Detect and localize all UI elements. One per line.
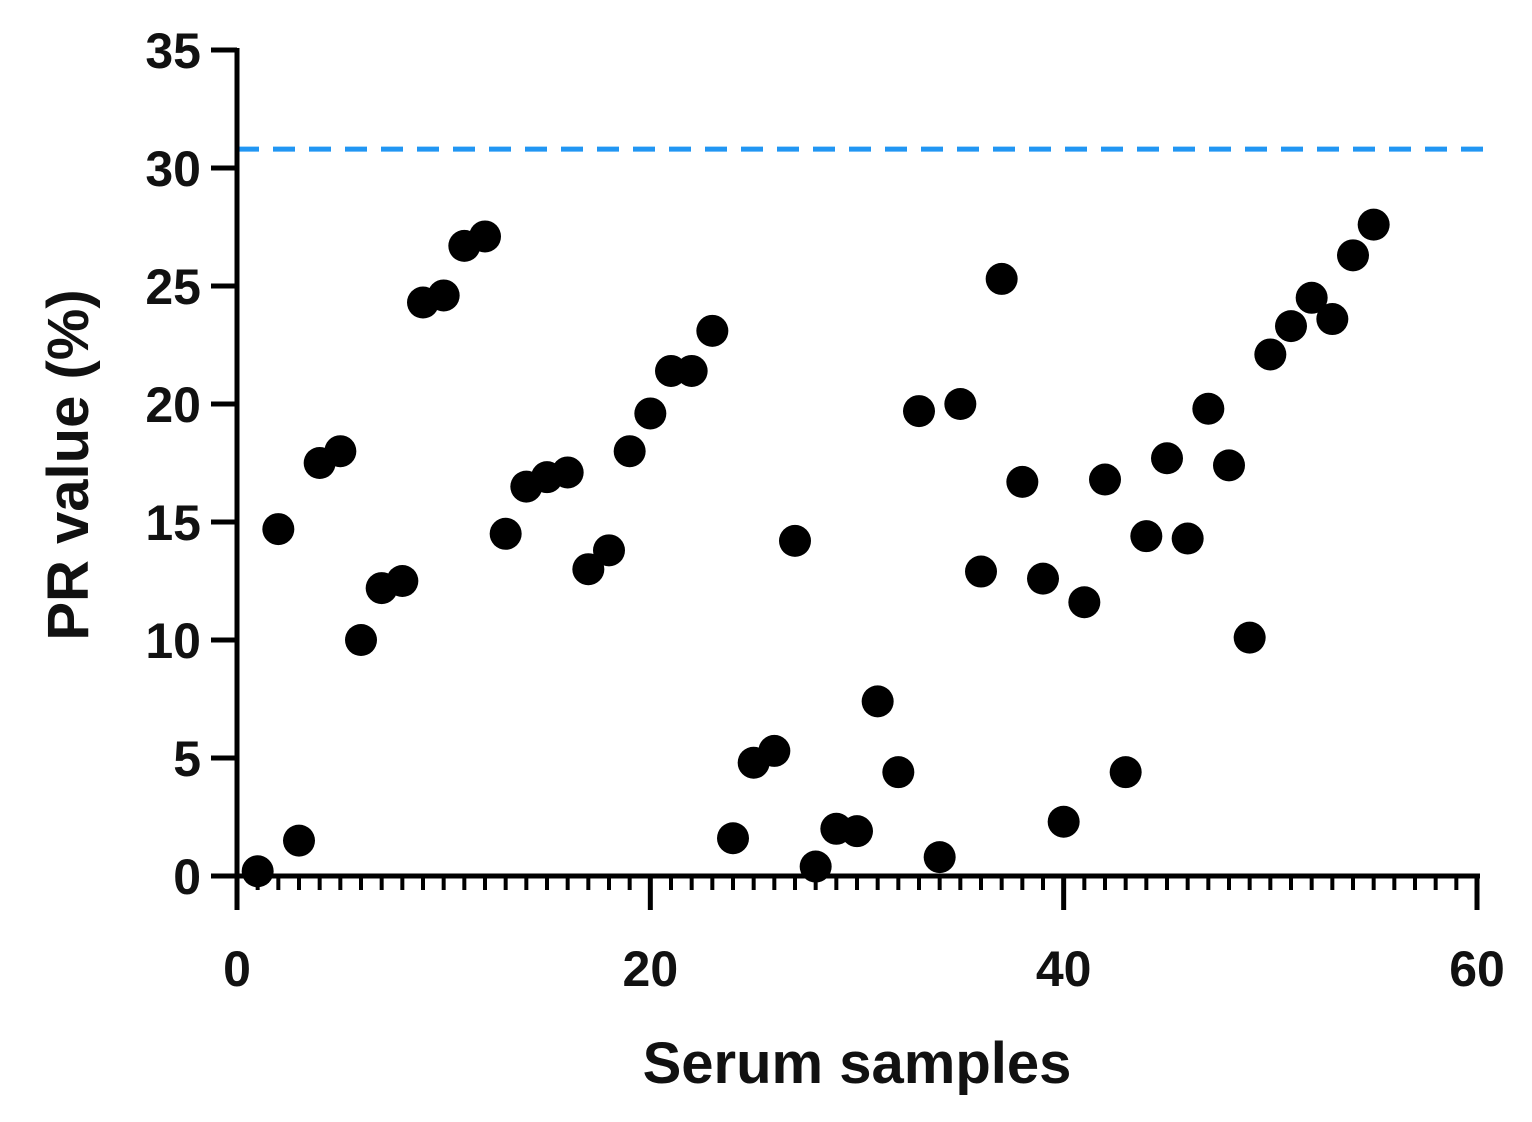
- data-point-0-53: [1337, 239, 1369, 272]
- data-point-0-5: [345, 624, 377, 656]
- y-tick-label-2: 10: [145, 613, 201, 669]
- x-axis-title: Serum samples: [643, 1031, 1072, 1096]
- data-point-0-54: [1357, 208, 1390, 241]
- y-tick-label-3: 15: [145, 495, 201, 551]
- y-tick-label-6: 30: [145, 141, 201, 197]
- data-point-0-50: [1275, 310, 1307, 343]
- data-point-0-19: [634, 397, 667, 430]
- data-point-0-2: [283, 824, 315, 857]
- data-point-0-37: [1006, 465, 1039, 498]
- data-point-0-44: [1151, 442, 1183, 475]
- data-point-0-48: [1233, 621, 1266, 654]
- data-point-0-18: [613, 435, 646, 468]
- data-point-0-49: [1254, 338, 1287, 371]
- data-point-0-7: [386, 565, 419, 597]
- data-point-0-32: [903, 395, 935, 428]
- data-point-0-23: [717, 822, 749, 855]
- data-point-0-43: [1130, 520, 1163, 553]
- data-point-0-40: [1068, 586, 1101, 619]
- data-point-0-21: [675, 354, 708, 387]
- y-tick-label-4: 20: [145, 377, 201, 433]
- data-point-0-29: [841, 815, 873, 848]
- data-point-0-11: [469, 220, 501, 253]
- x-tick-label-0: 0: [223, 941, 251, 997]
- data-point-0-45: [1171, 522, 1204, 555]
- x-tick-label-1: 20: [623, 941, 679, 997]
- data-point-0-26: [779, 524, 811, 557]
- data-point-0-30: [861, 685, 894, 718]
- data-point-0-27: [799, 850, 832, 883]
- y-tick-label-7: 35: [145, 23, 201, 79]
- data-point-0-9: [427, 279, 460, 312]
- data-point-0-22: [696, 314, 729, 347]
- data-point-0-39: [1047, 805, 1080, 838]
- data-point-0-36: [985, 262, 1018, 295]
- y-tick-label-0: 0: [173, 849, 201, 905]
- data-point-0-52: [1316, 303, 1349, 336]
- data-point-0-34: [944, 388, 977, 420]
- data-point-0-33: [923, 841, 956, 874]
- data-point-0-1: [262, 513, 295, 546]
- data-point-0-15: [551, 456, 584, 489]
- y-tick-label-5: 25: [145, 259, 201, 315]
- data-point-0-51: [1295, 281, 1328, 314]
- x-tick-label-3: 60: [1449, 941, 1505, 997]
- data-point-0-35: [965, 555, 997, 588]
- x-tick-label-2: 40: [1036, 941, 1092, 997]
- axes: 0 5 10 15 20 25 30 35 0 20 40 60: [145, 23, 1504, 997]
- data-point-0-42: [1109, 756, 1142, 789]
- data-point-0-47: [1213, 449, 1245, 482]
- data-point-0-0: [241, 855, 274, 888]
- data-point-0-38: [1027, 562, 1059, 595]
- data-point-0-16: [572, 553, 605, 586]
- data-point-0-41: [1089, 463, 1121, 496]
- y-axis-title: PR value (%): [36, 289, 101, 640]
- y-tick-label-1: 5: [173, 731, 201, 787]
- data-point-0-12: [489, 517, 522, 550]
- data-points: [241, 208, 1390, 888]
- data-point-0-31: [882, 756, 915, 789]
- data-point-0-4: [324, 435, 357, 468]
- data-point-0-46: [1192, 392, 1225, 425]
- data-point-0-17: [593, 534, 625, 567]
- data-point-0-25: [758, 734, 791, 767]
